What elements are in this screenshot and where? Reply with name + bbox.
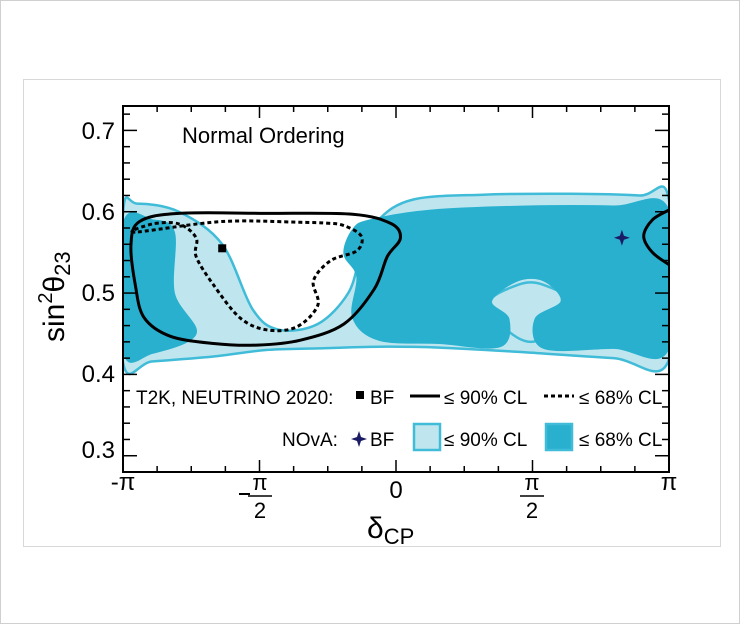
legend-t2k-bf-marker — [356, 391, 364, 399]
legend-nova: NOvA: BF ≤ 90% CL ≤ 68% CL — [282, 422, 662, 452]
legend-nova-68cl-label: ≤ 68% CL — [579, 430, 662, 451]
legend-nova-90cl-label: ≤ 90% CL — [444, 430, 527, 451]
y-tick-label: 0.4 — [82, 361, 115, 388]
legend-nova-label: NOvA: — [282, 430, 338, 451]
axis-ticks — [122, 106, 670, 473]
t2k-90cl-contour — [129, 211, 402, 347]
chart-title: Normal Ordering — [182, 123, 345, 148]
x-tick-label-pi: π — [661, 469, 678, 496]
y-tick-label: 0.5 — [82, 280, 115, 307]
y-axis-title: sin2θ23 — [35, 251, 75, 342]
legend-nova-68cl-swatch — [544, 422, 574, 452]
legend-t2k-bf-label: BF — [370, 388, 394, 409]
y-tick-label: 0.6 — [82, 199, 115, 226]
legend-t2k-label: T2K, NEUTRINO 2020: — [136, 388, 333, 409]
legend-t2k-90cl-label: ≤ 90% CL — [444, 388, 527, 409]
legend-nova-bf-label: BF — [370, 430, 394, 451]
legend-nova-bf-marker — [351, 431, 367, 447]
x-axis-title: δCP — [367, 512, 414, 546]
y-tick-label: 0.7 — [82, 118, 115, 145]
y-tick-label: 0.3 — [82, 437, 115, 464]
t2k-90cl-contour-edge — [642, 208, 669, 266]
nova-68cl-region — [343, 198, 669, 360]
legend-t2k: T2K, NEUTRINO 2020: BF ≤ 90% CL ≤ 68% CL — [136, 388, 662, 409]
t2k-best-fit-marker — [218, 244, 227, 253]
x-tick-label-zero: 0 — [389, 477, 402, 504]
nova-68cl-region-left — [123, 212, 197, 363]
nova-best-fit-marker — [613, 229, 630, 246]
legend-t2k-68cl-label: ≤ 68% CL — [579, 388, 662, 409]
t2k-68cl-contour — [130, 219, 364, 333]
legend-nova-90cl-swatch — [412, 422, 442, 452]
contour-layer — [123, 185, 669, 376]
x-tick-label-minus-pi: -π — [111, 469, 136, 496]
